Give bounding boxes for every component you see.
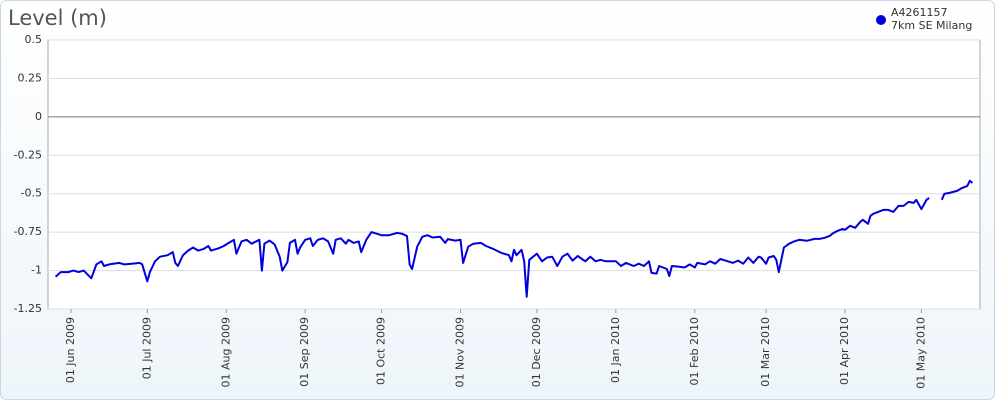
y-tick-label: -0.75 xyxy=(14,225,42,238)
x-tick-label: 01 Nov 2009 xyxy=(454,317,467,387)
chart-title: Level (m) xyxy=(8,6,107,30)
plot-area xyxy=(47,39,981,310)
legend-sublabel: 7km SE Milang xyxy=(891,19,972,32)
x-tick-label: 01 May 2010 xyxy=(914,317,927,389)
y-tick-label: 0.5 xyxy=(25,33,43,46)
legend-label[interactable]: A4261157 xyxy=(891,6,948,19)
y-tick-label: -0.25 xyxy=(14,148,42,161)
data-line xyxy=(940,179,974,201)
y-tick-label: -1.25 xyxy=(14,302,42,315)
x-tick-label: 01 Oct 2009 xyxy=(375,317,388,385)
y-tick-label: -0.5 xyxy=(21,187,42,200)
y-tick-label: -1 xyxy=(31,264,42,277)
legend-marker xyxy=(876,15,886,25)
x-tick-label: 01 Jun 2009 xyxy=(64,317,77,383)
x-tick-label: 01 Sep 2009 xyxy=(298,317,311,387)
x-tick-label: 01 Jul 2009 xyxy=(140,317,153,379)
y-tick-label: 0.25 xyxy=(18,71,43,84)
x-tick-label: 01 Apr 2010 xyxy=(838,317,851,385)
x-tick-label: 01 Aug 2009 xyxy=(219,317,232,387)
x-tick-label: 01 Jan 2010 xyxy=(609,317,622,383)
x-tick-label: 01 Mar 2010 xyxy=(759,317,772,387)
y-tick-label: 0 xyxy=(35,110,42,123)
data-line xyxy=(54,197,930,298)
x-tick-label: 01 Feb 2010 xyxy=(688,317,701,385)
x-tick-label: 01 Dec 2009 xyxy=(530,317,543,387)
